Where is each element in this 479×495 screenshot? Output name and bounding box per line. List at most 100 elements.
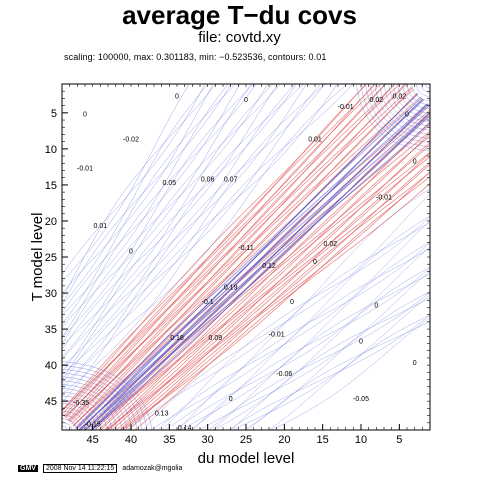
contour-line (91, 123, 430, 430)
contour-line (62, 84, 367, 412)
contour-line (62, 368, 143, 430)
contour-line (62, 376, 133, 430)
contour-line (62, 84, 214, 294)
contour-line (163, 221, 430, 430)
contour-label: 0 (313, 259, 317, 266)
x-tick-label: 20 (278, 434, 290, 446)
contour-label: 0 (129, 248, 133, 255)
contour-line (161, 216, 430, 430)
contour-line (62, 84, 236, 325)
contour-line (192, 267, 430, 430)
contour-label: 0 (413, 158, 417, 165)
contour-line (134, 182, 430, 430)
contour-line (62, 395, 108, 430)
contour-line (111, 156, 430, 430)
contour-line (243, 291, 430, 430)
contour-line (62, 84, 326, 376)
contour-line (76, 93, 419, 430)
contour-line (62, 84, 307, 381)
contour-line (67, 84, 401, 421)
contour-line (62, 84, 190, 283)
contour-line (411, 84, 430, 102)
y-tick-label: 5 (51, 108, 57, 120)
contour-label: -0.01 (376, 194, 392, 201)
y-tick-label: 30 (45, 288, 57, 300)
contour-line (62, 372, 138, 430)
contour-line (174, 246, 430, 430)
contour-line (68, 84, 396, 422)
contour-line (62, 84, 209, 306)
contour-label: 0.01 (308, 137, 322, 144)
contour-line (120, 163, 430, 430)
contour-line (69, 86, 412, 423)
contour-label: -0.02 (123, 137, 139, 144)
y-tick-label: 20 (45, 216, 57, 228)
contour-line (87, 103, 428, 430)
x-tick-label: 30 (202, 434, 214, 446)
contour-line (189, 248, 430, 430)
contour-line (80, 99, 424, 430)
y-tick-label: 40 (45, 360, 57, 372)
contour-label: 0.14 (178, 425, 192, 432)
y-tick-label: 10 (45, 144, 57, 156)
contour-label: 0.18 (170, 335, 184, 342)
contour-line (62, 410, 88, 430)
contour-line (72, 87, 413, 426)
contour-line (179, 241, 430, 430)
app-badge: GMV (18, 465, 38, 472)
contour-line (62, 414, 83, 430)
contour-line (406, 84, 430, 106)
footer: GMV 2008 Nov 14 11:22:15 adamozak@mgolia (18, 464, 182, 473)
contour-line (62, 418, 78, 430)
contour-line (62, 84, 206, 275)
contour-line (62, 84, 368, 411)
contour-line (365, 84, 430, 144)
contour-line (68, 84, 407, 422)
plot-title: average T−du covs (122, 0, 357, 30)
contour-line (62, 365, 148, 430)
y-tick-label: 45 (45, 396, 57, 408)
contour-line (62, 425, 68, 430)
contour-line (71, 84, 406, 425)
x-axis-label: du model level (198, 450, 295, 467)
scaling-info-line: scaling: 100000, max: 0.301183, min: −0.… (64, 52, 327, 62)
contour-label: 0 (175, 93, 179, 100)
x-tick-label: 5 (396, 434, 402, 446)
contour-line (94, 130, 430, 430)
y-tick-label: 35 (45, 324, 57, 336)
contour-line (62, 84, 338, 403)
user-label: adamozak@mgolia (122, 465, 183, 472)
contour-line (268, 314, 430, 430)
contour-line (62, 84, 217, 299)
contour-label: 0.02 (393, 93, 407, 100)
contour-line (62, 84, 326, 387)
contour-label: 0.09 (209, 335, 223, 342)
contour-line (142, 193, 430, 430)
contour-line (127, 188, 430, 430)
contour-line (62, 391, 113, 430)
contour-line (62, 84, 376, 412)
contour-line (62, 387, 118, 430)
contour-label: -0.01 (269, 331, 285, 338)
contour-line (62, 406, 93, 430)
contour-label: 0.02 (370, 97, 384, 104)
contour-line (123, 176, 430, 430)
contour-line (379, 84, 430, 131)
contour-line (62, 403, 98, 430)
contour-label: 0.05 (163, 180, 177, 187)
contour-line (100, 135, 430, 430)
contour-line (199, 271, 430, 430)
contour-line (374, 84, 430, 135)
contour-label: 0 (244, 97, 248, 104)
contour-line (369, 84, 430, 139)
x-tick-label: 35 (163, 434, 175, 446)
contour-line (392, 84, 430, 118)
contour-line (76, 92, 418, 430)
contour-line (212, 267, 430, 430)
contour-label: 0.06 (201, 176, 215, 183)
x-tick-label: 25 (240, 434, 252, 446)
x-tick-label: 45 (87, 434, 99, 446)
contour-line (247, 320, 430, 430)
contour-line (62, 84, 269, 345)
contour-line (84, 111, 430, 430)
